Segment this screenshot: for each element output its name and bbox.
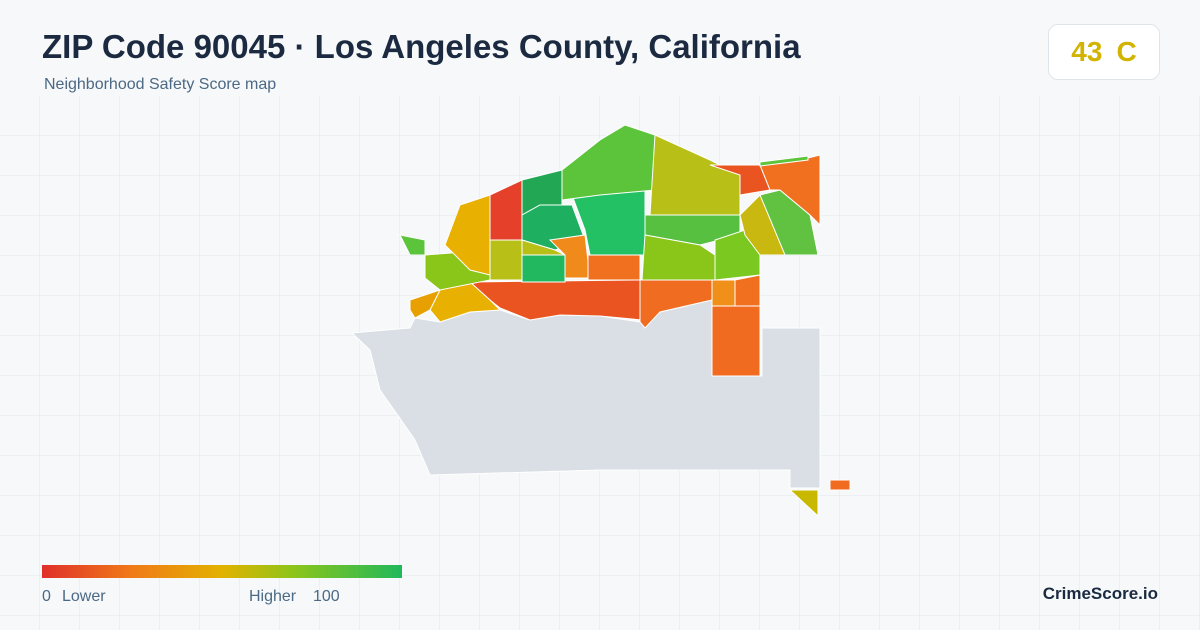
score-grade: C xyxy=(1116,36,1137,67)
brand: CrimeScore.io xyxy=(1042,584,1158,603)
legend-bar xyxy=(42,565,402,578)
legend-min: 0 xyxy=(42,588,51,605)
subtitle: Neighborhood Safety Score map xyxy=(44,76,277,93)
map-regions xyxy=(350,124,851,518)
score-value: 43 xyxy=(1071,36,1103,67)
legend-max-label: Higher xyxy=(249,588,297,605)
legend-max: 100 xyxy=(313,588,340,605)
title: ZIP Code 90045 · Los Angeles County, Cal… xyxy=(42,28,801,65)
legend-min-label: Lower xyxy=(62,588,106,605)
score-badge: 43 C xyxy=(1048,24,1160,80)
